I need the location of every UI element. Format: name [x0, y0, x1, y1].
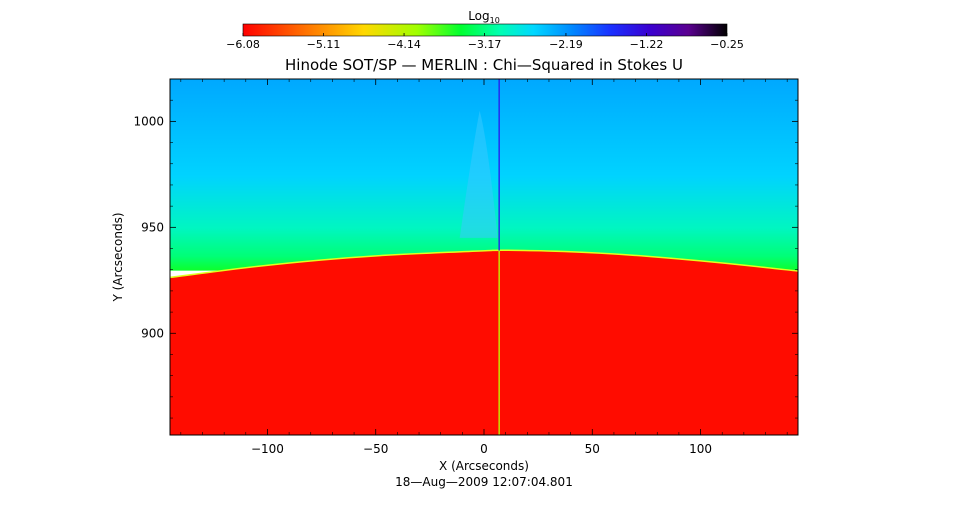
- colorbar-tick-label: −3.17: [468, 38, 502, 51]
- y-tick-label: 1000: [133, 114, 164, 128]
- x-tick-label: 50: [585, 442, 600, 456]
- colorbar-tick-label: −1.22: [630, 38, 664, 51]
- x-tick-label: 0: [480, 442, 488, 456]
- x-tick-label: −50: [363, 442, 388, 456]
- colorbar-ticks: −6.08 −5.11 −4.14 −3.17 −2.19 −1.22 −0.25: [226, 33, 744, 51]
- x-axis-label: X (Arcseconds): [439, 459, 529, 473]
- colorbar-tick-label: −4.14: [387, 38, 421, 51]
- y-tick-label: 900: [141, 326, 164, 340]
- x-tick-label: −100: [251, 442, 284, 456]
- colorbar-tick-label: −5.11: [307, 38, 341, 51]
- x-tick-label: 100: [689, 442, 712, 456]
- y-axis-label: Y (Arcseconds): [111, 212, 125, 302]
- solar-disk: [170, 250, 798, 435]
- colorbar-label: Log10: [468, 9, 500, 25]
- bright-plume: [459, 110, 498, 238]
- colorbar-tick-label: −0.25: [710, 38, 744, 51]
- chart-title: Hinode SOT/SP — MERLIN : Chi—Squared in …: [285, 56, 683, 74]
- y-tick-label: 950: [141, 220, 164, 234]
- colorbar-tick-label: −2.19: [549, 38, 583, 51]
- colorbar-tick-label: −6.08: [226, 38, 260, 51]
- axis-ticks: −100 −50 0 50 100 900 950 1000: [133, 78, 798, 456]
- heatmap-image: [170, 79, 798, 435]
- timestamp: 18—Aug—2009 12:07:04.801: [395, 475, 573, 489]
- colorbar: [242, 23, 728, 37]
